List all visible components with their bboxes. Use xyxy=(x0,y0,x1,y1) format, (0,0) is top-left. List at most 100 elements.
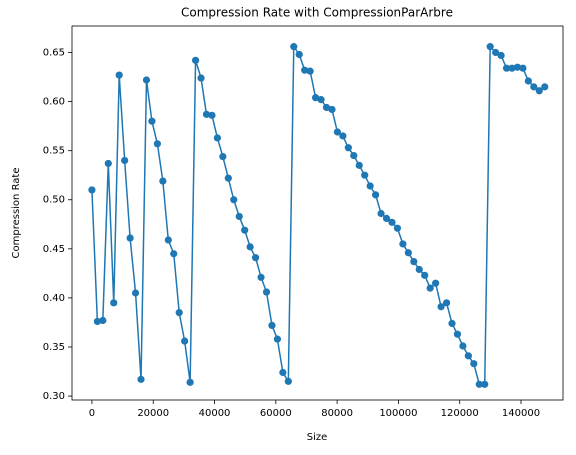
marker xyxy=(541,83,549,91)
chart-title: Compression Rate with CompressionParArbr… xyxy=(181,6,453,20)
marker xyxy=(301,66,309,74)
marker xyxy=(366,182,374,190)
marker xyxy=(290,43,298,51)
marker xyxy=(388,218,396,226)
marker xyxy=(170,250,178,258)
marker xyxy=(497,51,505,60)
marker xyxy=(115,71,123,79)
marker xyxy=(279,368,287,377)
marker xyxy=(426,284,434,292)
marker xyxy=(262,288,271,296)
marker xyxy=(339,132,347,140)
marker xyxy=(344,144,352,152)
marker xyxy=(246,243,254,251)
marker xyxy=(164,236,172,244)
marker xyxy=(197,74,205,82)
marker xyxy=(104,159,112,168)
marker xyxy=(393,224,402,232)
marker xyxy=(284,377,292,385)
x-axis-label: Size xyxy=(307,432,328,443)
marker xyxy=(437,303,445,311)
marker xyxy=(421,271,429,279)
marker xyxy=(486,43,494,51)
marker xyxy=(481,380,489,388)
marker xyxy=(432,279,440,287)
marker xyxy=(399,240,407,248)
marker xyxy=(186,378,194,386)
marker xyxy=(175,309,183,317)
x-tick-label: 120000 xyxy=(441,408,479,419)
marker xyxy=(137,375,145,383)
marker xyxy=(508,64,516,72)
marker xyxy=(159,177,167,185)
marker xyxy=(202,110,211,118)
x-tick-label: 0 xyxy=(89,408,95,419)
marker xyxy=(251,254,260,262)
marker xyxy=(153,140,161,148)
marker xyxy=(273,335,282,343)
marker xyxy=(230,196,238,204)
y-tick-label: 0.60 xyxy=(43,97,65,108)
marker xyxy=(377,209,385,218)
marker xyxy=(415,265,423,274)
marker xyxy=(110,299,118,307)
marker xyxy=(470,360,478,368)
x-tick-label: 20000 xyxy=(137,408,169,419)
x-tick-label: 40000 xyxy=(199,408,231,419)
y-tick-label: 0.35 xyxy=(43,342,65,353)
y-tick-label: 0.45 xyxy=(43,244,65,255)
marker xyxy=(464,352,472,360)
marker xyxy=(453,330,462,338)
marker xyxy=(535,87,543,95)
y-tick-label: 0.65 xyxy=(43,48,65,59)
y-axis-label: Compression Rate xyxy=(11,168,22,259)
marker xyxy=(257,273,265,281)
marker xyxy=(410,257,418,266)
marker xyxy=(513,63,522,71)
marker xyxy=(181,337,189,345)
marker xyxy=(235,212,243,221)
x-tick-label: 140000 xyxy=(502,408,540,419)
marker xyxy=(219,152,227,161)
marker xyxy=(224,174,232,182)
marker xyxy=(131,289,140,297)
marker xyxy=(268,321,276,329)
x-tick-label: 60000 xyxy=(260,408,292,419)
marker xyxy=(317,96,325,104)
marker xyxy=(530,83,538,91)
marker xyxy=(519,64,527,72)
marker xyxy=(382,214,391,222)
marker xyxy=(475,380,483,388)
x-tick-label: 100000 xyxy=(379,408,417,419)
marker xyxy=(208,111,216,119)
marker xyxy=(148,117,156,125)
marker xyxy=(311,94,320,102)
marker xyxy=(93,317,101,326)
marker xyxy=(502,64,511,72)
marker xyxy=(333,128,342,136)
marker xyxy=(295,50,303,59)
marker xyxy=(191,56,200,64)
marker xyxy=(372,191,380,199)
marker xyxy=(306,67,314,75)
marker xyxy=(328,105,336,114)
marker xyxy=(322,103,331,112)
marker xyxy=(350,151,358,160)
marker xyxy=(459,342,467,350)
y-tick-label: 0.55 xyxy=(43,146,65,157)
y-tick-label: 0.40 xyxy=(43,293,65,304)
marker xyxy=(448,319,456,328)
marker xyxy=(404,249,412,257)
marker xyxy=(213,134,221,142)
marker xyxy=(126,234,134,242)
marker xyxy=(492,48,500,57)
y-tick-label: 0.50 xyxy=(43,195,65,206)
marker xyxy=(241,226,249,234)
marker xyxy=(121,156,129,165)
marker xyxy=(524,77,532,85)
marker xyxy=(355,161,363,169)
marker xyxy=(442,299,451,307)
axes-frame xyxy=(71,25,564,401)
marker xyxy=(88,186,96,194)
